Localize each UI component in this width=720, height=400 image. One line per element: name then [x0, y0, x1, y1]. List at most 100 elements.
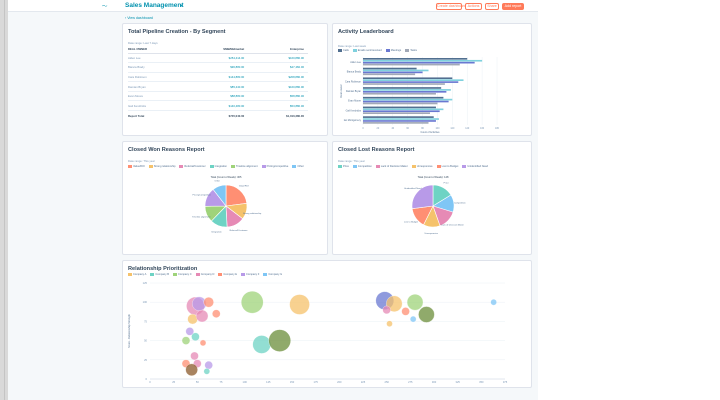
bubble-point[interactable] [401, 307, 410, 316]
bubble-point[interactable] [289, 294, 310, 315]
legend-item[interactable]: Company B [150, 273, 169, 276]
actions-button[interactable]: Actions [465, 3, 482, 10]
amount-cell[interactable]: $144,880.00 [180, 72, 249, 83]
amount-cell[interactable]: $88,880.00 [180, 91, 249, 102]
legend-item[interactable]: Price [338, 165, 349, 168]
legend-item[interactable]: Integration [209, 165, 227, 168]
bar[interactable] [363, 71, 423, 74]
bubble-point[interactable] [252, 335, 271, 354]
legend-item[interactable]: Other [292, 165, 304, 168]
bar[interactable] [363, 92, 436, 95]
page-title[interactable]: Sales Management [125, 2, 184, 9]
bar[interactable] [363, 96, 444, 99]
amount-cell[interactable]: $85,440.00 [180, 81, 249, 92]
bar[interactable] [363, 100, 449, 103]
legend-item[interactable]: Referral/Customer [179, 165, 206, 168]
bar[interactable] [363, 108, 444, 111]
bar[interactable] [363, 89, 451, 91]
bar[interactable] [363, 59, 483, 62]
table-row[interactable]: Bianca Brady $96,880.00 $47,482.00 [128, 62, 308, 73]
amount-cell[interactable]: $47,482.00 [248, 62, 308, 73]
amount-cell[interactable]: $160,880.00 [248, 81, 308, 92]
bar[interactable] [363, 61, 475, 64]
bar[interactable] [363, 112, 430, 114]
bubble-point[interactable] [190, 351, 199, 361]
chevron-down-icon[interactable]: ▾ [180, 3, 183, 8]
legend-item[interactable]: Timeline alignment [230, 165, 258, 168]
bar[interactable] [363, 120, 436, 122]
bubble-point[interactable] [185, 363, 198, 376]
amount-cell[interactable]: $208,880.00 [248, 72, 308, 83]
bar[interactable] [363, 106, 436, 109]
legend-item[interactable]: Meetings [385, 49, 401, 52]
legend-item[interactable]: Unidentified Need [462, 165, 488, 168]
table-row[interactable]: Cara Robinson $144,880.00 $208,880.00 [128, 72, 308, 83]
bar[interactable] [363, 110, 440, 113]
bubble-point[interactable] [268, 329, 291, 352]
legend-item[interactable]: Pricing/competitive [261, 165, 288, 168]
bar[interactable] [363, 77, 453, 80]
legend-item[interactable]: Competition [352, 165, 372, 168]
legend-item[interactable]: Calls [338, 49, 349, 52]
bar[interactable] [363, 118, 439, 120]
bar[interactable] [363, 69, 429, 72]
breadcrumb[interactable]: 〜 [102, 2, 108, 10]
legend-item[interactable]: Lack of Decision Maker [375, 165, 408, 168]
amount-cell[interactable]: $160,880.00 [248, 53, 308, 64]
bubble-point[interactable] [203, 368, 210, 375]
bubble-point[interactable] [203, 297, 214, 308]
bubble-point[interactable] [181, 336, 191, 345]
bar[interactable] [363, 58, 468, 60]
column-header[interactable]: Enterprise [248, 46, 308, 54]
create-dashboard-button[interactable]: Create dashboard [436, 3, 466, 10]
legend-item[interactable]: Value/ROI [128, 165, 145, 168]
bubble-point[interactable] [386, 295, 403, 312]
table-row[interactable]: Aiden Lee $254,414.00 $160,880.00 [128, 53, 308, 64]
bubble-point[interactable] [406, 294, 424, 311]
legend-item[interactable]: Unresponsive [411, 165, 433, 168]
legend-item[interactable]: Strong relationship [148, 165, 175, 168]
legend-item[interactable]: Company E [218, 273, 237, 276]
bar[interactable] [363, 63, 460, 66]
legend-item[interactable]: Company D [195, 273, 214, 276]
bubble-point[interactable] [185, 327, 194, 336]
bar[interactable] [363, 116, 434, 118]
legend-item[interactable]: Tasks [405, 49, 417, 52]
bar[interactable] [363, 83, 445, 85]
table-row[interactable]: Evan Moore $88,880.00 $58,880.00 [128, 91, 308, 102]
view-dashboard-link[interactable]: ‹ View dashboard [125, 16, 153, 20]
bubble-point[interactable] [212, 309, 221, 318]
pie-slice[interactable] [225, 184, 248, 207]
bar[interactable] [363, 79, 464, 81]
table-row[interactable]: Gail Kendricks $140,480.00 $53,880.00 [128, 100, 308, 112]
bar[interactable] [363, 98, 453, 101]
column-header[interactable]: DEAL OWNER [128, 46, 181, 54]
bubble-point[interactable] [382, 305, 391, 315]
column-header[interactable]: SMB/Midmarket [180, 46, 249, 54]
bar[interactable] [363, 67, 417, 70]
bubble-point[interactable] [199, 339, 207, 347]
bar[interactable] [363, 87, 442, 89]
bar[interactable] [363, 91, 447, 93]
legend-item[interactable]: Company A [128, 273, 146, 276]
bubble-point[interactable] [241, 291, 264, 314]
legend-item[interactable]: Emails sent/received [352, 49, 382, 52]
bar[interactable] [363, 102, 438, 105]
bubble-point[interactable] [204, 361, 213, 370]
amount-cell[interactable]: $58,880.00 [248, 91, 308, 102]
share-button[interactable]: Share [485, 3, 499, 10]
amount-cell[interactable]: $254,414.00 [180, 53, 249, 64]
amount-cell[interactable]: $96,880.00 [180, 62, 249, 73]
add-report-button[interactable]: Add report [502, 3, 524, 10]
legend-item[interactable]: Company G [263, 273, 282, 276]
pie-slice[interactable] [411, 184, 434, 210]
bar[interactable] [363, 73, 416, 76]
amount-cell[interactable]: $53,880.00 [248, 100, 308, 112]
pie-slice[interactable] [212, 184, 227, 207]
bubble-point[interactable] [410, 315, 417, 323]
bubble-point[interactable] [191, 332, 200, 341]
bubble-point[interactable] [386, 320, 393, 327]
bubble-point[interactable] [490, 299, 497, 306]
table-row[interactable]: Damian Bryan $85,440.00 $160,880.00 [128, 81, 308, 92]
legend-item[interactable]: Company F [240, 273, 259, 276]
